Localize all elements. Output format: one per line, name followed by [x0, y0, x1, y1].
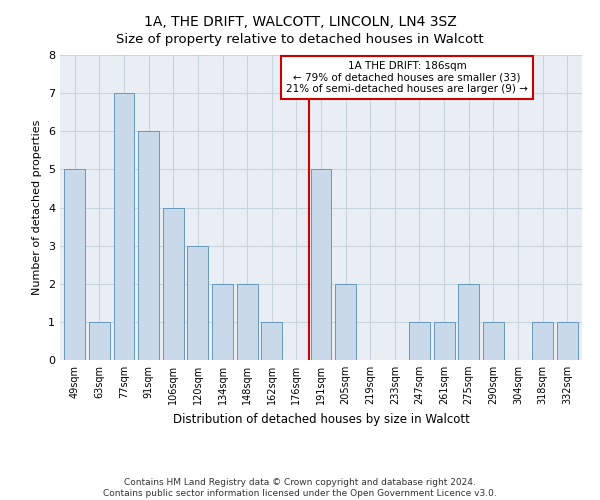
Bar [483, 322, 504, 360]
Bar [138, 131, 159, 360]
Bar [261, 322, 282, 360]
Bar [89, 322, 110, 360]
Bar [311, 170, 331, 360]
Y-axis label: Number of detached properties: Number of detached properties [32, 120, 43, 295]
Bar [335, 284, 356, 360]
Text: 1A, THE DRIFT, WALCOTT, LINCOLN, LN4 3SZ: 1A, THE DRIFT, WALCOTT, LINCOLN, LN4 3SZ [143, 15, 457, 29]
Text: Contains HM Land Registry data © Crown copyright and database right 2024.
Contai: Contains HM Land Registry data © Crown c… [103, 478, 497, 498]
Bar [212, 284, 233, 360]
Bar [187, 246, 208, 360]
Bar [532, 322, 553, 360]
Text: 1A THE DRIFT: 186sqm
← 79% of detached houses are smaller (33)
21% of semi-detac: 1A THE DRIFT: 186sqm ← 79% of detached h… [286, 60, 528, 94]
Text: Size of property relative to detached houses in Walcott: Size of property relative to detached ho… [116, 32, 484, 46]
Bar [236, 284, 257, 360]
Bar [557, 322, 578, 360]
Bar [434, 322, 455, 360]
Bar [113, 93, 134, 360]
X-axis label: Distribution of detached houses by size in Walcott: Distribution of detached houses by size … [173, 412, 469, 426]
Bar [163, 208, 184, 360]
Bar [64, 170, 85, 360]
Bar [409, 322, 430, 360]
Bar [458, 284, 479, 360]
